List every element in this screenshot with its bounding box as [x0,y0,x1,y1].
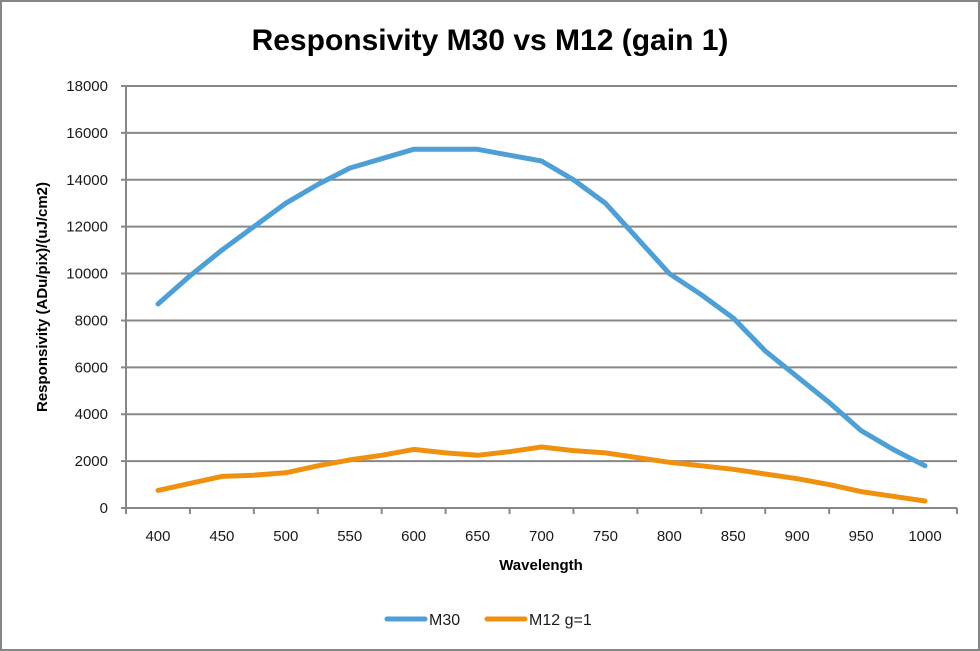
legend-label: M30 [429,612,460,629]
x-tick-label: 550 [337,528,362,545]
x-tick-label: 900 [785,528,810,545]
x-tick-label: 700 [529,528,554,545]
axes [121,86,958,514]
legend: M30 M12 g=1 [384,612,592,629]
y-tick-labels: 0 2000 4000 6000 8000 10000 12000 14000 16000 180… [66,78,108,517]
x-tick-label: 800 [657,528,682,545]
series-line-m30 [155,146,928,469]
x-tick-label: 750 [593,528,618,545]
y-tick-label: 14000 [66,172,108,189]
x-tick-labels: 400 450 500 550 600 650 700 750 800 850 900 950 1000 [145,528,941,545]
x-tick-label: 400 [145,528,170,545]
y-tick-label: 0 [100,500,108,517]
y-tick-label: 4000 [75,406,108,423]
x-tick-label: 450 [209,528,234,545]
series-lines [155,146,928,504]
y-tick-label: 10000 [66,266,108,283]
x-tick-label: 1000 [908,528,941,545]
legend-label: M12 g=1 [529,612,592,629]
x-tick-label: 500 [273,528,298,545]
gridlines [121,85,957,463]
x-tick-label: 950 [849,528,874,545]
x-tick-label: 650 [465,528,490,545]
x-tick-label: 600 [401,528,426,545]
series-line-m12 [155,444,928,504]
y-tick-label: 2000 [75,453,108,470]
x-tick-label: 850 [721,528,746,545]
y-tick-label: 12000 [66,219,108,236]
chart-title: Responsivity M30 vs M12 (gain 1) [252,24,729,57]
x-axis-title: Wavelength [499,557,583,574]
y-tick-label: 18000 [66,78,108,95]
y-tick-label: 16000 [66,125,108,142]
y-axis-title: Responsivity (ADu/pix)/(uJ/cm2) [34,182,51,412]
y-tick-label: 6000 [75,359,108,376]
y-tick-label: 8000 [75,312,108,329]
